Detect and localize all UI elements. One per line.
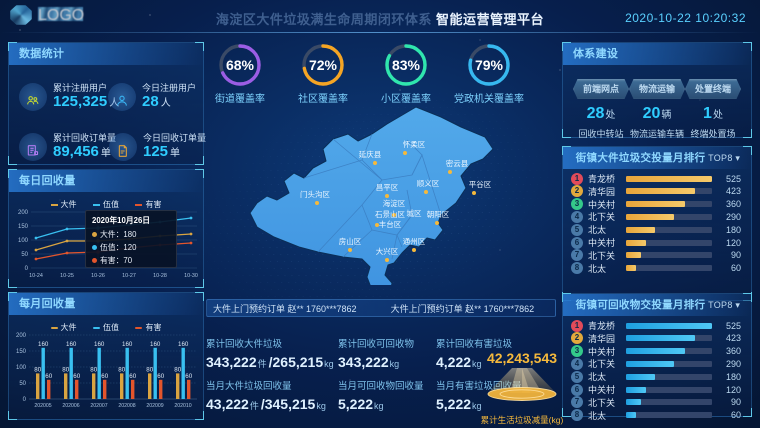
svg-text:202008: 202008 xyxy=(118,403,135,409)
svg-text:50: 50 xyxy=(21,252,28,258)
svg-text:昌平区: 昌平区 xyxy=(376,183,399,192)
svg-text:怀柔区: 怀柔区 xyxy=(403,139,426,149)
svg-text:160: 160 xyxy=(122,341,133,348)
svg-text:10-25: 10-25 xyxy=(60,273,74,279)
svg-text:150: 150 xyxy=(16,349,27,355)
svg-text:房山区: 房山区 xyxy=(339,236,362,246)
svg-text:顺义区: 顺义区 xyxy=(417,179,440,188)
svg-text:160: 160 xyxy=(66,341,77,348)
svg-text:10-24: 10-24 xyxy=(29,273,43,279)
svg-text:平谷区: 平谷区 xyxy=(469,180,492,189)
svg-text:202006: 202006 xyxy=(62,403,79,409)
svg-text:密云县: 密云县 xyxy=(446,158,469,168)
svg-text:150: 150 xyxy=(18,224,29,230)
svg-text:60: 60 xyxy=(157,373,164,380)
svg-text:0: 0 xyxy=(25,266,29,272)
svg-text:延庆县: 延庆县 xyxy=(359,149,382,159)
svg-text:60: 60 xyxy=(185,373,192,380)
svg-text:160: 160 xyxy=(150,341,161,348)
svg-text:60: 60 xyxy=(129,373,136,380)
svg-text:202007: 202007 xyxy=(90,403,107,409)
svg-text:160: 160 xyxy=(38,341,49,348)
svg-text:80: 80 xyxy=(118,366,125,373)
svg-text:202009: 202009 xyxy=(146,403,163,409)
svg-text:0: 0 xyxy=(23,397,27,403)
svg-text:80: 80 xyxy=(146,366,153,373)
svg-text:朝阳区: 朝阳区 xyxy=(427,210,450,219)
svg-text:石景山区: 石景山区 xyxy=(375,209,405,219)
svg-text:门头沟区: 门头沟区 xyxy=(300,189,330,199)
svg-text:100: 100 xyxy=(18,238,29,244)
svg-text:80: 80 xyxy=(62,366,69,373)
svg-text:海淀区: 海淀区 xyxy=(383,198,406,208)
svg-text:大兴区: 大兴区 xyxy=(376,246,399,256)
svg-text:80: 80 xyxy=(34,366,41,373)
svg-text:丰台区: 丰台区 xyxy=(379,219,402,229)
svg-text:城区: 城区 xyxy=(407,209,422,218)
svg-text:60: 60 xyxy=(45,373,52,380)
svg-text:160: 160 xyxy=(94,341,105,348)
svg-text:80: 80 xyxy=(90,366,97,373)
svg-text:50: 50 xyxy=(19,381,26,387)
svg-text:80: 80 xyxy=(174,366,181,373)
svg-text:100: 100 xyxy=(16,365,27,371)
svg-text:202005: 202005 xyxy=(34,403,51,409)
svg-text:60: 60 xyxy=(101,373,108,380)
svg-text:10-27: 10-27 xyxy=(122,273,136,279)
svg-text:200: 200 xyxy=(18,210,29,216)
svg-text:60: 60 xyxy=(73,373,80,380)
svg-text:202010: 202010 xyxy=(174,403,191,409)
svg-text:通州区: 通州区 xyxy=(403,236,426,246)
svg-text:200: 200 xyxy=(16,333,27,339)
svg-text:160: 160 xyxy=(178,341,189,348)
svg-text:10-26: 10-26 xyxy=(91,273,105,279)
